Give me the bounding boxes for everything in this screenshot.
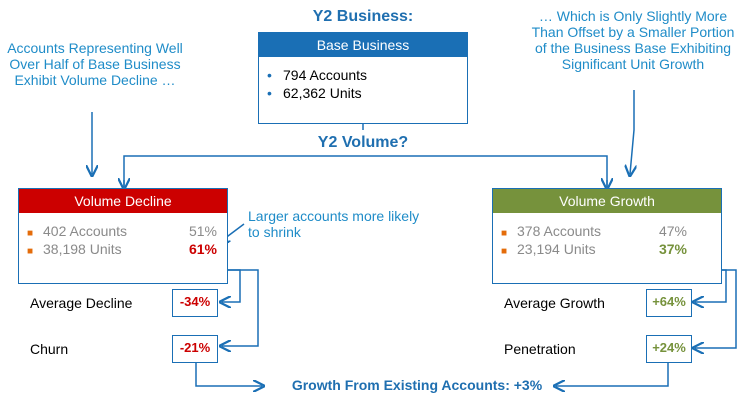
average-growth-value: +64%: [646, 289, 692, 317]
volume-question: Y2 Volume?: [300, 134, 426, 152]
diagram-title: Y2 Business:: [312, 8, 414, 25]
volume-decline-box: Volume Decline ■ 402 Accounts 51% ■ 38,198…: [18, 188, 228, 284]
growth-row-units: ■ 23,194 Units 37%: [501, 241, 687, 257]
volume-decline-header: Volume Decline: [19, 189, 227, 213]
right-note: … Which is Only Slightly More Than Offse…: [531, 8, 735, 72]
base-item-accounts: • 794 Accounts: [267, 67, 368, 83]
base-business-box: Base Business • 794 Accounts • 62,362 Unit…: [258, 32, 468, 124]
decline-annotation: Larger accounts more likely to shrink: [248, 208, 420, 240]
volume-growth-header: Volume Growth: [493, 189, 721, 213]
volume-growth-box: Volume Growth ■ 378 Accounts 47% ■ 23,194 …: [492, 188, 722, 284]
decline-row-accounts: ■ 402 Accounts 51%: [27, 223, 217, 239]
bullet-icon: ■: [501, 228, 508, 239]
churn-label: Churn: [30, 341, 69, 357]
base-item-units: • 62,362 Units: [267, 85, 362, 101]
penetration-label: Penetration: [504, 341, 576, 357]
average-growth-label: Average Growth: [504, 295, 605, 311]
base-business-header: Base Business: [259, 33, 467, 57]
bullet-icon: •: [267, 67, 272, 83]
bullet-icon: ■: [27, 228, 34, 239]
churn-value: -21%: [172, 335, 218, 363]
decline-row-units: ■ 38,198 Units 61%: [27, 241, 217, 257]
bullet-icon: ■: [501, 246, 508, 257]
penetration-value: +24%: [646, 335, 692, 363]
bullet-icon: •: [267, 85, 272, 101]
bullet-icon: ■: [27, 246, 34, 257]
growth-row-accounts: ■ 378 Accounts 47%: [501, 223, 687, 239]
left-note: Accounts Representing Well Over Half of …: [7, 40, 183, 88]
average-decline-value: -34%: [172, 289, 218, 317]
average-decline-label: Average Decline: [30, 295, 133, 311]
bottom-conclusion: Growth From Existing Accounts: +3%: [291, 377, 543, 393]
